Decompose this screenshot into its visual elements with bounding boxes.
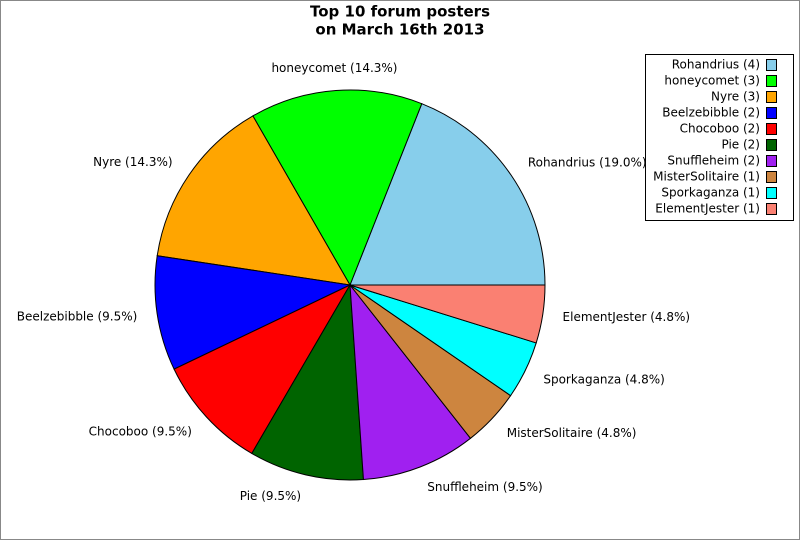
legend-swatch xyxy=(766,91,777,103)
legend-swatch xyxy=(766,107,777,119)
pie-slice xyxy=(154,255,352,370)
legend-swatch xyxy=(766,187,777,199)
legend-label: Sporkaganza (1) xyxy=(661,186,760,200)
legend-label: MisterSolitaire (1) xyxy=(653,170,760,184)
legend-swatch xyxy=(766,203,777,215)
legend-swatch xyxy=(766,139,777,151)
chart-title: Top 10 forum posters xyxy=(310,3,490,21)
legend-swatch xyxy=(766,155,777,167)
slice-label: Sporkaganza (4.8%) xyxy=(543,372,665,386)
legend-label: Beelzebibble (2) xyxy=(662,106,760,120)
legend-label: Pie (2) xyxy=(721,138,760,152)
legend-label: Rohandrius (4) xyxy=(672,58,760,72)
slice-label: MisterSolitaire (4.8%) xyxy=(507,426,637,440)
legend-swatch xyxy=(766,75,777,87)
slice-label: Beelzebibble (9.5%) xyxy=(17,309,138,323)
legend-label: ElementJester (1) xyxy=(655,202,760,216)
slice-label: Nyre (14.3%) xyxy=(93,155,172,169)
pie-slice xyxy=(252,89,423,287)
slice-label: Pie (9.5%) xyxy=(240,489,301,503)
slice-label: Snuffleheim (9.5%) xyxy=(427,480,543,494)
legend-label: honeycomet (3) xyxy=(664,74,760,88)
slice-label: ElementJester (4.8%) xyxy=(563,310,691,324)
legend-label: Nyre (3) xyxy=(711,90,760,104)
slice-label: Rohandrius (19.0%) xyxy=(528,156,647,170)
legend-swatch xyxy=(766,59,777,71)
slice-label: Chocoboo (9.5%) xyxy=(89,425,192,439)
pie-slice xyxy=(349,284,546,344)
chart-subtitle: on March 16th 2013 xyxy=(315,21,484,39)
legend-label: Chocoboo (2) xyxy=(680,122,760,136)
slice-label: honeycomet (14.3%) xyxy=(271,61,397,75)
pie-slice xyxy=(349,103,546,286)
legend-label: Snuffleheim (2) xyxy=(667,154,760,168)
legend-swatch xyxy=(766,123,777,135)
pie-slice xyxy=(173,283,352,455)
pie-slice xyxy=(349,283,472,481)
legend-swatch xyxy=(766,171,777,183)
pie-slice xyxy=(156,115,351,286)
pie-slice xyxy=(251,283,365,481)
